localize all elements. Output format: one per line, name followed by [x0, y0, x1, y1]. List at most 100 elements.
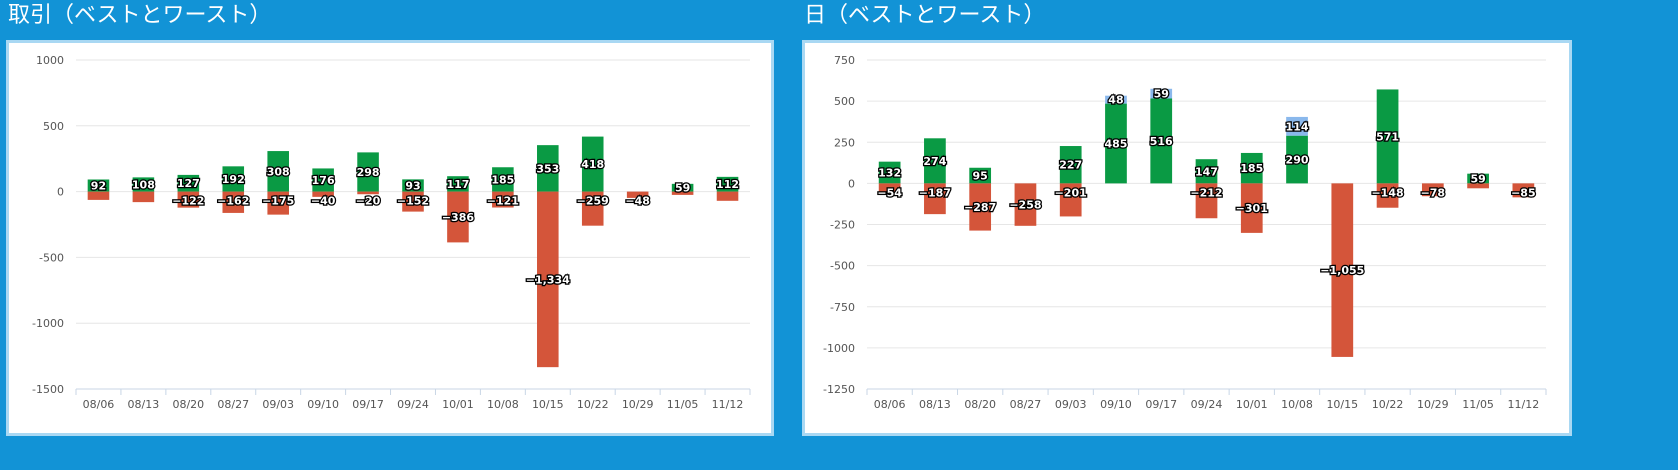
panel-trades: 取引（ベストとワースト） -1500 -1000 -500 0 500 1000 08/06…: [0, 0, 780, 470]
x-tick-label: 09/03: [262, 398, 294, 411]
data-label: −122: [172, 195, 204, 208]
best-bar: [878, 161, 901, 184]
y-tick-label: 750: [834, 54, 855, 67]
data-label: −48: [625, 195, 650, 208]
best-bar: [1376, 89, 1399, 184]
x-tick-label: 10/01: [1236, 398, 1268, 411]
best-bar: [447, 176, 469, 192]
chart-frame: -1250 -1000 -750 -500 -250 0 250 500 750 08/06 08/…: [802, 40, 1572, 436]
worst-bar: [537, 191, 559, 368]
y-tick-label: -500: [830, 260, 855, 273]
data-label: −287: [964, 201, 996, 214]
x-tick-label: 10/29: [1417, 398, 1449, 411]
data-label: 59: [1470, 173, 1485, 186]
y-tick-label: -1000: [823, 342, 855, 355]
panel-title: 日（ベストとワースト）: [804, 3, 1046, 28]
worst-bar: [312, 191, 334, 197]
data-label: 192: [222, 173, 245, 186]
best-bar: [581, 136, 604, 192]
best-bar: [1240, 152, 1263, 184]
best-bar: [537, 145, 559, 192]
y-tick-label: 250: [834, 136, 855, 149]
data-label: −162: [217, 195, 249, 208]
x-tick-label: 11/12: [712, 398, 744, 411]
x-tick-label: 08/06: [874, 398, 906, 411]
data-label: 353: [536, 162, 559, 175]
worst-bar: [924, 183, 946, 215]
best-bar: [1195, 159, 1218, 184]
best-bar: [1059, 146, 1082, 184]
y-tick-label: -250: [830, 219, 855, 232]
data-label: −54: [877, 186, 902, 199]
data-label: −175: [262, 195, 294, 208]
days-chart: -1250 -1000 -750 -500 -250 0 250 500 750 08/06 08/…: [823, 54, 1547, 411]
best-bar: [357, 152, 379, 192]
best-bar: [222, 166, 245, 192]
x-tick-label: 09/24: [397, 398, 429, 411]
extra-bar: [1150, 88, 1173, 99]
best-bar: [716, 176, 739, 192]
worst-bar: [222, 191, 245, 213]
panel-title: 取引（ベストとワースト）: [8, 3, 272, 28]
data-label: −40: [311, 195, 336, 208]
data-label: 108: [132, 178, 155, 191]
data-label: 92: [91, 180, 106, 193]
y-tick-label: 0: [848, 177, 855, 190]
data-label: −258: [1009, 199, 1041, 212]
data-label: 59: [675, 182, 690, 195]
best-bar: [402, 179, 424, 192]
worst-bar: [581, 191, 604, 226]
best-bar: [924, 138, 946, 184]
worst-bar: [447, 191, 469, 243]
data-label: −85: [1511, 186, 1536, 199]
worst-bar: [132, 191, 155, 203]
x-tick-label: 09/03: [1055, 398, 1087, 411]
worst-bar: [878, 183, 901, 193]
data-label: 516: [1150, 135, 1173, 148]
data-label: 290: [1286, 154, 1309, 167]
worst-bar: [1195, 183, 1218, 219]
best-bar: [267, 151, 289, 192]
x-tick-label: 08/13: [919, 398, 951, 411]
data-label: −259: [577, 195, 609, 208]
x-tick-label: 09/17: [352, 398, 384, 411]
worst-bar: [716, 191, 739, 201]
x-tick-label: 08/20: [964, 398, 996, 411]
data-label: 93: [405, 179, 420, 192]
best-bar: [1105, 103, 1127, 184]
x-tick-label: 08/27: [217, 398, 249, 411]
x-tick-label: 08/27: [1010, 398, 1042, 411]
worst-bar: [1512, 183, 1535, 198]
data-label: −1,055: [1320, 264, 1364, 277]
x-tick-label: 11/05: [1462, 398, 1494, 411]
best-bar: [1150, 98, 1173, 184]
best-bar: [1467, 173, 1489, 184]
worst-bar: [1421, 183, 1444, 197]
worst-bar: [1467, 183, 1489, 189]
x-tick-label: 10/01: [442, 398, 474, 411]
worst-bar: [177, 191, 200, 208]
panel-days: 日（ベストとワースト） -1250 -1000 -750 -500 -250 0 250 50…: [796, 0, 1578, 470]
best-bar: [969, 167, 992, 184]
data-label: 298: [357, 166, 380, 179]
data-label: −152: [397, 195, 429, 208]
data-label: −78: [1421, 186, 1446, 199]
worst-bar: [267, 191, 289, 215]
x-tick-label: 11/05: [667, 398, 699, 411]
worst-bar: [671, 191, 694, 195]
y-tick-label: 500: [834, 95, 855, 108]
x-tick-label: 09/17: [1145, 398, 1177, 411]
y-tick-label: -1250: [823, 383, 855, 396]
x-tick-label: 10/15: [1326, 398, 1358, 411]
data-label: 132: [878, 167, 901, 180]
data-label: 112: [716, 178, 739, 191]
worst-bar: [1331, 183, 1354, 357]
data-label: 185: [1240, 162, 1263, 175]
x-tick-label: 10/08: [1281, 398, 1313, 411]
data-label: −301: [1236, 202, 1268, 215]
x-tick-label: 10/22: [577, 398, 609, 411]
data-label: −148: [1371, 186, 1403, 199]
worst-bar: [626, 191, 649, 198]
data-label: −20: [356, 195, 381, 208]
worst-bar: [357, 191, 379, 195]
